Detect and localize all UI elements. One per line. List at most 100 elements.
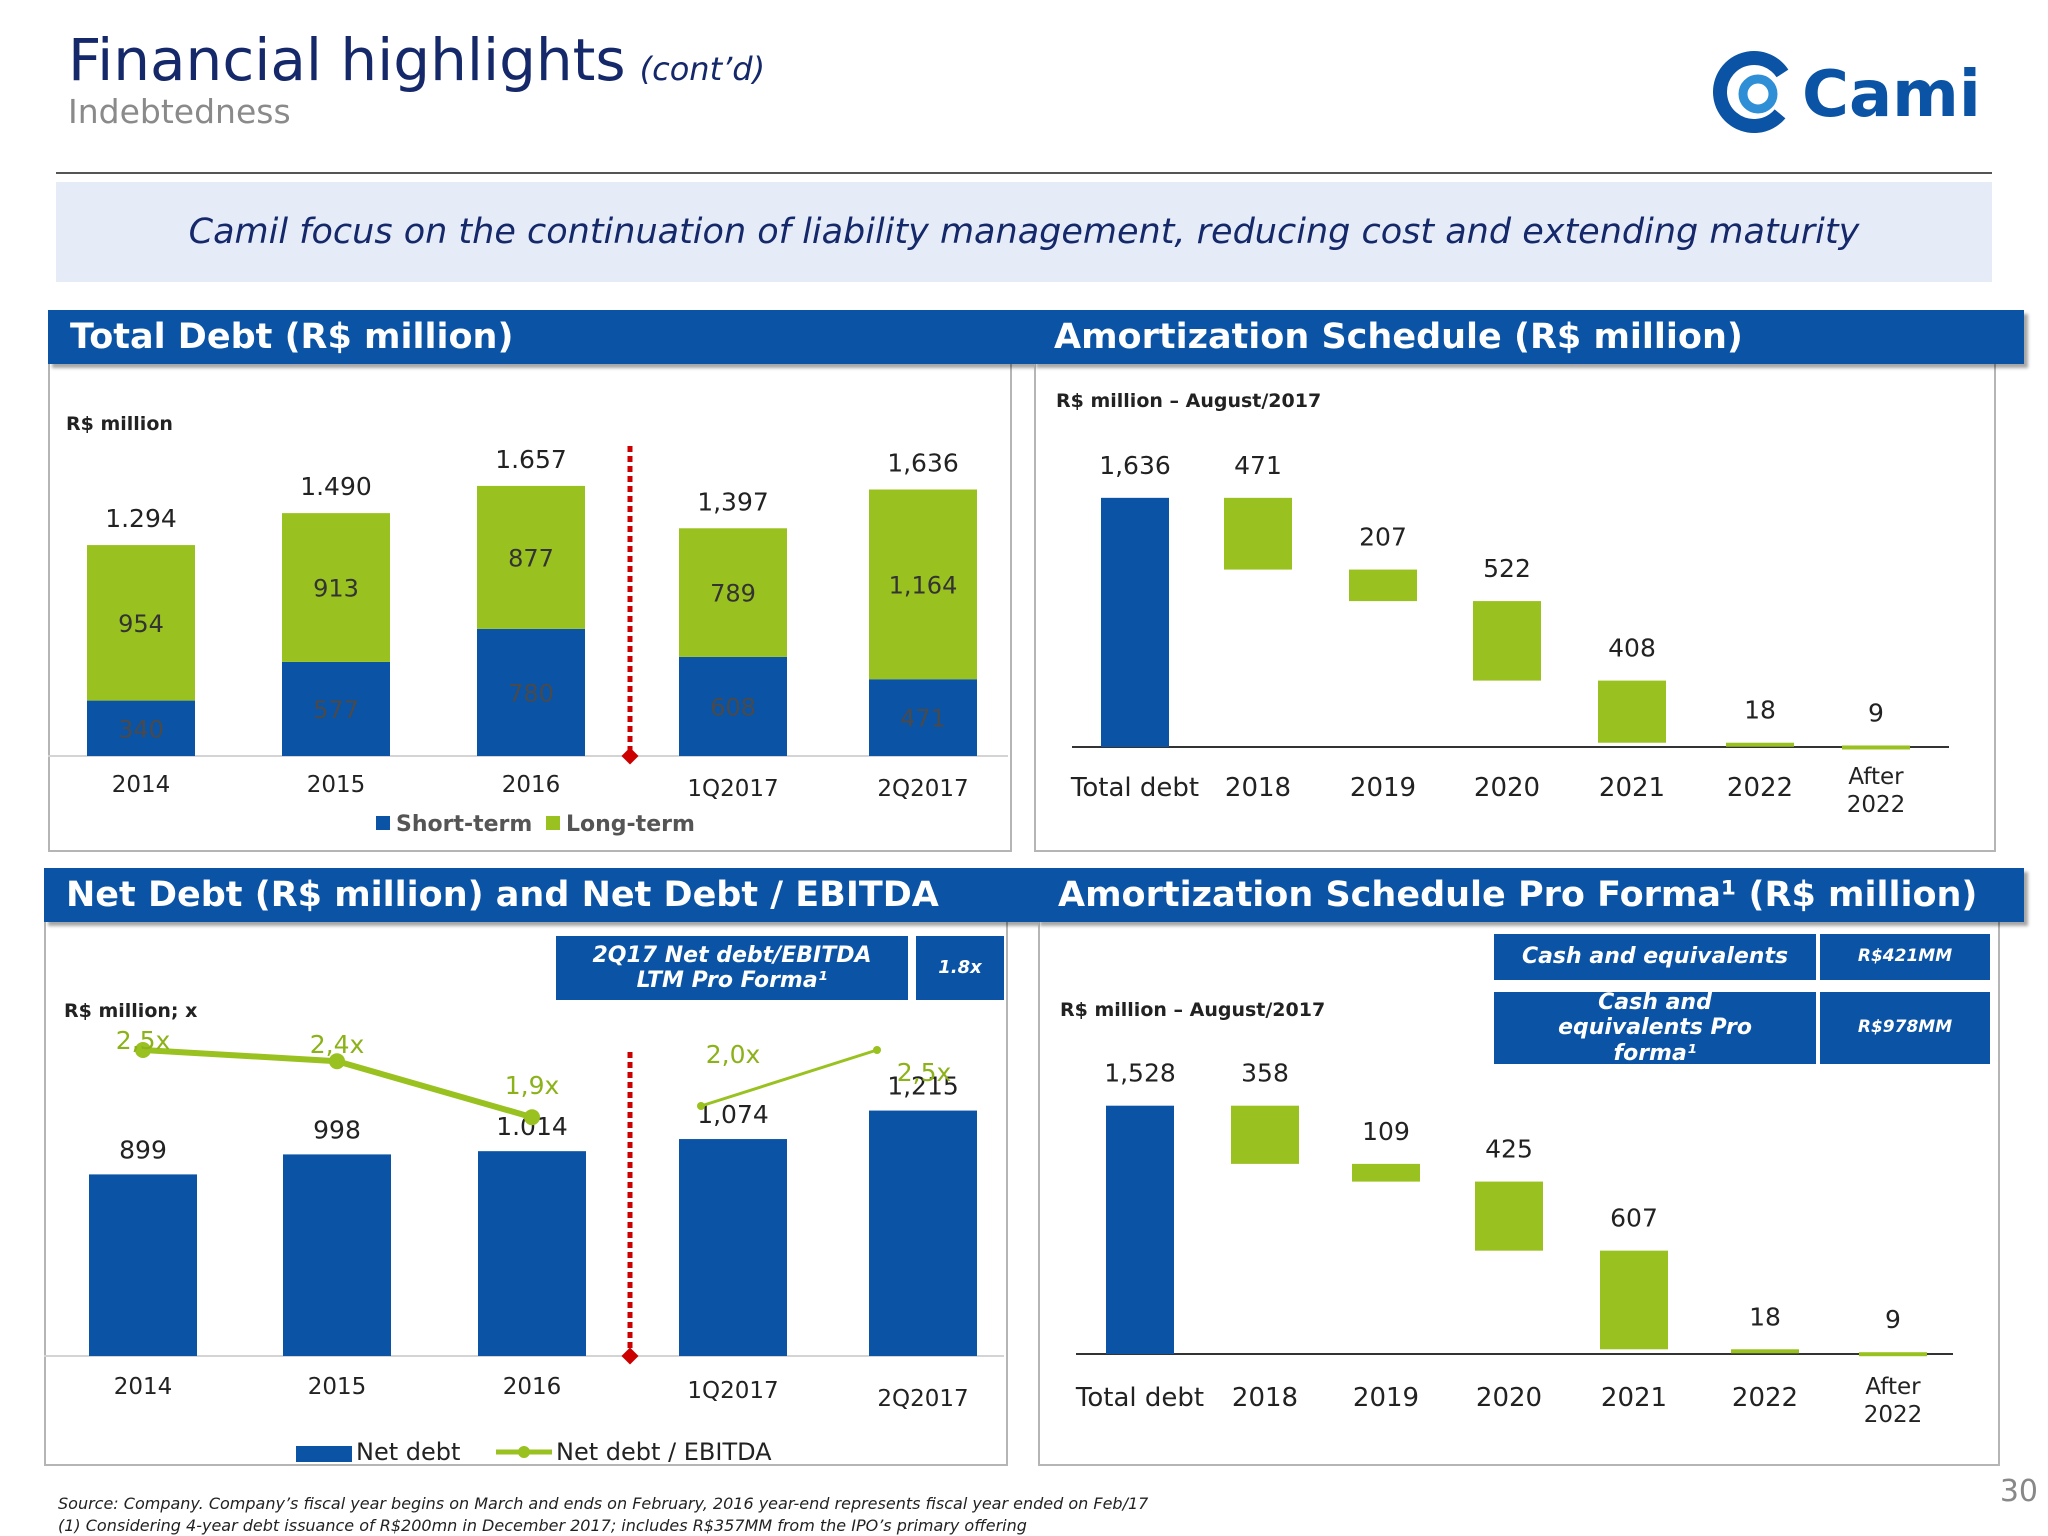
legend-label-short-term: Short-term <box>396 812 532 837</box>
value-label: 408 <box>1608 634 1656 663</box>
x-tick-label: 2021 <box>1599 773 1665 803</box>
amortization-pro-forma-header: Amortization Schedule Pro Forma¹ (R$ mil… <box>1036 868 2024 922</box>
x-tick-label: 2014 <box>114 1374 173 1400</box>
ebitda-point <box>524 1109 540 1126</box>
long-term-value-label: 789 <box>710 580 756 608</box>
x-tick-label-after: After <box>1848 764 1904 790</box>
key-message-banner: Camil focus on the continuation of liabi… <box>56 182 1992 282</box>
long-term-value-label: 877 <box>508 544 554 572</box>
amortization-bar <box>1224 497 1292 570</box>
page-number: 30 <box>1999 1474 2038 1509</box>
amortization-bar <box>1352 1163 1420 1182</box>
amortization-bar <box>1475 1181 1543 1251</box>
amortization-panel <box>1034 340 1996 852</box>
value-label: 109 <box>1362 1117 1410 1146</box>
legend-label-long-term: Long-term <box>566 812 695 837</box>
x-tick-label: 2018 <box>1225 773 1291 803</box>
ebitda-point <box>329 1053 345 1070</box>
total-debt-chart: R$ million 340 954 1.294 2014 577 913 1.490 2015… <box>48 413 1008 837</box>
ebitda-value-label: 1,9x <box>505 1071 560 1100</box>
bar-short-term <box>477 628 585 756</box>
legend-label-net-debt: Net debt <box>356 1438 460 1462</box>
legend-swatch-short-term <box>376 816 390 830</box>
x-tick-label: 2019 <box>1350 773 1416 803</box>
page-title: Financial highlights (cont’d) <box>68 26 765 94</box>
title-text: Financial highlights <box>68 26 626 94</box>
value-label: 1,528 <box>1104 1059 1176 1088</box>
cash-label-box: Cash and equivalents <box>1494 934 1816 980</box>
long-term-value-label: 1,164 <box>889 571 958 599</box>
x-tick-label: 2019 <box>1353 1383 1419 1413</box>
cash-value-box: R$421MM <box>1820 934 1990 980</box>
logo-inner-icon <box>1738 74 1778 114</box>
short-term-value-label: 471 <box>900 705 946 733</box>
value-label: 425 <box>1485 1135 1533 1164</box>
logo-text: Camil <box>1802 58 1984 132</box>
y-unit-label: R$ million – August/2017 <box>1060 999 1325 1021</box>
x-tick-label: 2015 <box>307 772 366 798</box>
x-tick-label: 1Q2017 <box>687 776 778 802</box>
period-divider-marker <box>621 747 639 765</box>
bar-short-term <box>869 679 977 756</box>
amortization-bar <box>1600 1250 1668 1350</box>
total-debt-bar <box>1106 1105 1174 1354</box>
ebitda-point <box>697 1102 705 1110</box>
total-value-label: 1,636 <box>887 448 959 477</box>
ebitda-value-label: 2,0x <box>706 1040 761 1069</box>
x-tick-label-after: After <box>1865 1374 1921 1400</box>
long-term-value-label: 913 <box>313 575 359 603</box>
x-tick-label: 2018 <box>1232 1383 1298 1413</box>
ebitda-value-label: 2,5x <box>897 1058 952 1087</box>
bar-long-term <box>869 489 977 680</box>
short-term-value-label: 340 <box>118 715 164 743</box>
net-debt-bar <box>89 1174 197 1356</box>
net-debt-value-label: 1,215 <box>887 1072 959 1101</box>
net-debt-bar <box>283 1154 391 1356</box>
period-divider-marker <box>621 1347 639 1365</box>
total-value-label: 1,397 <box>697 487 769 516</box>
value-label: 207 <box>1359 523 1407 552</box>
short-term-value-label: 780 <box>508 679 554 707</box>
net-debt-ebitda-label-box: 2Q17 Net debt/EBITDA LTM Pro Forma¹ <box>556 936 908 1000</box>
footnote-source: Source: Company. Company’s fiscal year b… <box>58 1494 1149 1513</box>
ebitda-point <box>135 1042 151 1058</box>
total-debt-bar <box>1101 497 1169 747</box>
bar-long-term <box>477 485 585 629</box>
value-label: 9 <box>1868 698 1884 727</box>
short-term-value-label: 577 <box>313 696 359 724</box>
x-tick-label: 2022 <box>1727 773 1793 803</box>
net-debt-chart: R$ million; x899201499820151.01420161,07… <box>44 1000 1004 1462</box>
legend-label-ebitda: Net debt / EBITDA <box>556 1438 772 1462</box>
page-subtitle: Indebtedness <box>68 92 291 131</box>
cash-pro-forma-value-box: R$978MM <box>1820 992 1990 1064</box>
legend-swatch-net-debt <box>296 1446 352 1462</box>
x-tick-label-after-year: 2022 <box>1847 792 1906 818</box>
short-term-value-label: 608 <box>710 693 756 721</box>
amortization-bar <box>1473 601 1541 681</box>
amortization-pro-forma-chart: R$ million – August/2017 1,528 Total debt 3… <box>1060 999 1953 1428</box>
bar-short-term <box>679 656 787 756</box>
net-debt-value-label: 998 <box>313 1115 361 1144</box>
legend-swatch-ebitda-point <box>518 1446 530 1458</box>
footnote-pro-forma: (1) Considering 4-year debt issuance of … <box>58 1516 1027 1535</box>
camil-logo: Camil <box>1713 51 1984 133</box>
value-label: 522 <box>1483 554 1531 583</box>
value-label: 1,636 <box>1099 451 1171 480</box>
amortization-bar <box>1859 1352 1927 1357</box>
amortization-bar <box>1349 569 1417 602</box>
value-label: 18 <box>1744 696 1776 725</box>
value-label: 9 <box>1885 1305 1901 1334</box>
ebitda-point <box>873 1046 881 1054</box>
bar-long-term <box>679 528 787 657</box>
amortization-bar <box>1231 1105 1299 1164</box>
cash-pro-forma-label-box: Cash and equivalents Pro forma¹ <box>1494 990 1816 1066</box>
x-tick-label: Total debt <box>1070 773 1199 803</box>
amortization-header: Amortization Schedule (R$ million) <box>1032 310 2024 364</box>
amortization-bar <box>1726 742 1794 747</box>
x-tick-label: 2Q2017 <box>877 1386 968 1412</box>
legend-swatch-long-term <box>546 816 560 830</box>
value-label: 607 <box>1610 1204 1658 1233</box>
banner-text: Camil focus on the continuation of liabi… <box>188 212 1860 252</box>
x-tick-label: 2016 <box>502 772 561 798</box>
total-debt-header: Total Debt (R$ million) <box>48 310 1060 364</box>
